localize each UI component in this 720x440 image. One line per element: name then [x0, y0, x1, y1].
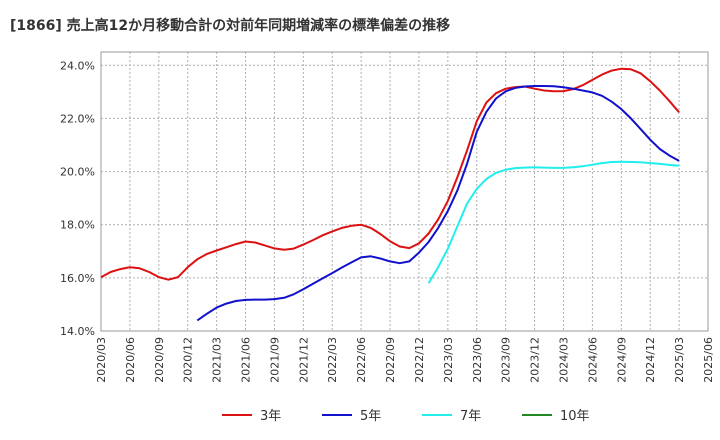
legend-label: 10年	[560, 409, 590, 424]
series-line-7年	[427, 160, 680, 284]
x-tick-label: 2021/06	[240, 337, 253, 383]
x-tick-label: 2024/03	[557, 337, 570, 383]
x-tick-label: 2022/06	[355, 337, 368, 383]
y-tick-label: 20.0%	[60, 166, 95, 179]
x-axis-tick-labels: 2020/03 2020/06 2020/09 2020/12 2021/03 2021/…	[95, 337, 715, 383]
series-line-3年	[100, 67, 680, 281]
grid-lines	[100, 52, 709, 332]
x-tick-label: 2020/03	[95, 337, 108, 383]
legend-label: 5年	[360, 409, 381, 424]
series-lines	[100, 67, 680, 322]
x-tick-label: 2021/03	[211, 337, 224, 383]
y-tick-label: 22.0%	[60, 112, 95, 125]
y-tick-label: 24.0%	[60, 59, 95, 72]
x-tick-label: 2025/06	[702, 337, 715, 383]
plot-area-frame	[100, 51, 709, 332]
x-tick-label: 2020/09	[153, 337, 166, 383]
legend-label: 7年	[460, 409, 481, 424]
x-tick-label: 2021/12	[297, 337, 310, 383]
x-tick-label: 2021/09	[268, 337, 281, 383]
x-tick-label: 2020/06	[124, 337, 137, 383]
y-axis-tick-labels: 24.0% 22.0% 20.0% 18.0% 16.0% 14.0%	[60, 59, 95, 338]
y-tick-label: 14.0%	[60, 325, 95, 338]
x-tick-label: 2023/12	[529, 337, 542, 383]
y-tick-label: 16.0%	[60, 272, 95, 285]
x-tick-label: 2024/12	[644, 337, 657, 383]
series-line-5年	[196, 85, 680, 322]
x-tick-label: 2024/06	[586, 337, 599, 383]
chart-title: [1866] 売上高12か月移動合計の対前年同期増減率の標準偏差の推移	[10, 17, 450, 34]
legend: 3年 5年 7年 10年	[222, 409, 590, 424]
x-tick-label: 2022/03	[326, 337, 339, 383]
x-tick-label: 2022/09	[384, 337, 397, 383]
x-tick-label: 2022/12	[413, 337, 426, 383]
x-tick-label: 2025/03	[673, 337, 686, 383]
x-tick-label: 2023/06	[471, 337, 484, 383]
legend-label: 3年	[260, 409, 281, 424]
x-tick-label: 2020/12	[182, 337, 195, 383]
x-tick-label: 2023/09	[500, 337, 513, 383]
x-tick-label: 2023/03	[442, 337, 455, 383]
y-tick-label: 18.0%	[60, 219, 95, 232]
x-tick-label: 2024/09	[615, 337, 628, 383]
